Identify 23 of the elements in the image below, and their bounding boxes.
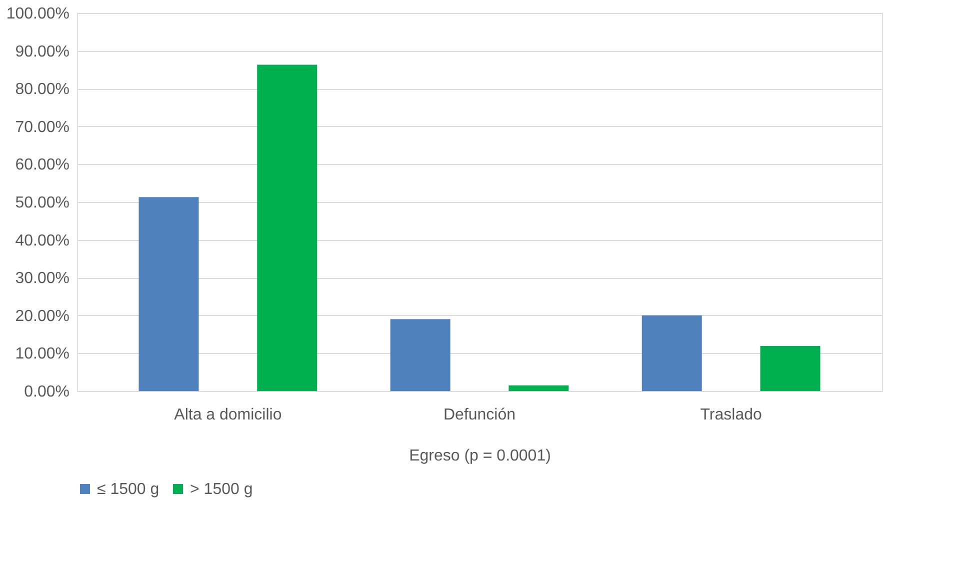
y-tick-label: 60.00% <box>15 156 70 174</box>
x-tick-label: Traslado <box>700 406 762 424</box>
bar <box>257 64 318 391</box>
bar <box>760 346 820 391</box>
y-tick-label: 70.00% <box>15 118 70 136</box>
y-tick-label: 10.00% <box>15 346 70 363</box>
y-tick-label: 50.00% <box>15 194 70 212</box>
y-tick-label: 80.00% <box>15 81 70 98</box>
legend-label: ≤ 1500 g <box>97 481 160 498</box>
legend-label: > 1500 g <box>190 481 253 498</box>
bar <box>138 197 199 391</box>
y-tick-label: 0.00% <box>24 384 70 400</box>
y-tick-label: 20.00% <box>15 308 70 325</box>
y-tick-label: 30.00% <box>15 270 70 288</box>
bar <box>508 385 569 391</box>
y-tick-label: 90.00% <box>15 43 70 60</box>
bar <box>390 319 450 391</box>
x-tick-label: Defunción <box>443 406 516 424</box>
x-axis-title: Egreso (p = 0.0001) <box>409 448 551 464</box>
x-tick-label: Alta a domicilio <box>174 406 282 424</box>
y-tick-label: 100.00% <box>6 6 70 22</box>
bar <box>642 315 702 391</box>
y-tick-label: 40.00% <box>15 232 70 250</box>
